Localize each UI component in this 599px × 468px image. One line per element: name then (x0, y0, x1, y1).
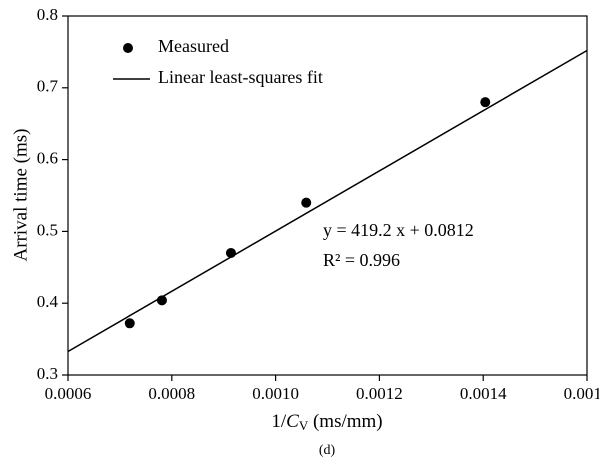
plot-frame (67, 15, 588, 376)
y-tick-label: 0.8 (37, 5, 58, 24)
y-tick-label: 0.6 (37, 149, 58, 168)
x-tick-label: 0.0016 (564, 384, 599, 403)
x-tick-label: 0.0014 (460, 384, 507, 403)
x-tick-label: 0.0010 (252, 384, 299, 403)
x-tick-label: 0.0006 (45, 384, 92, 403)
x-label-part: C (286, 411, 299, 432)
y-tick-label: 0.7 (37, 77, 59, 96)
y-tick-label: 0.3 (37, 364, 58, 383)
y-tick-label: 0.4 (37, 292, 59, 311)
x-axis-label: 1/CV (ms/mm) (271, 411, 382, 433)
legend-label: Linear least-squares fit (158, 67, 323, 87)
caption: (d) (319, 443, 336, 458)
x-tick-label: 0.0012 (356, 384, 403, 403)
y-axis-label: Arrival time (ms) (10, 129, 31, 262)
x-label-part: 1/ (271, 411, 287, 432)
y-tick-label: 0.5 (37, 220, 58, 239)
annotation: R² = 0.996 (323, 250, 400, 270)
legend-label: Measured (158, 36, 229, 56)
legend-swatch (123, 43, 133, 53)
x-label-part: (ms/mm) (308, 411, 382, 432)
point (124, 318, 135, 329)
point (480, 97, 491, 108)
x-tick-label: 0.0008 (148, 384, 195, 403)
point (301, 197, 312, 208)
fit-line (67, 49, 588, 353)
x-label-part: V (299, 418, 309, 433)
annotation: y = 419.2 x + 0.0812 (323, 220, 474, 240)
